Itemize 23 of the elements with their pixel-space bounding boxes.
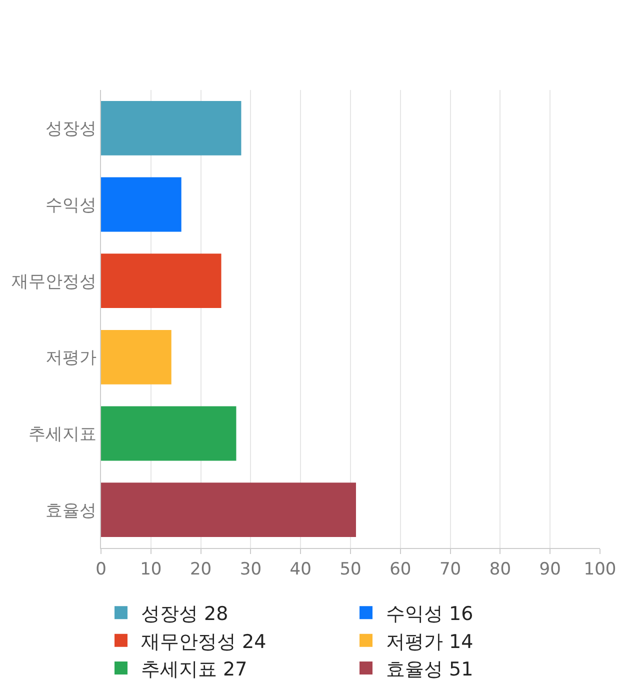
legend-label: 효율성 51 — [386, 658, 474, 680]
x-tick-label: 0 — [96, 559, 106, 580]
y-tick-label: 성장성 — [46, 119, 97, 140]
x-tick-label: 100 — [584, 559, 616, 580]
y-tick-label: 저평가 — [46, 348, 97, 368]
x-tick-label: 70 — [439, 559, 462, 580]
legend-label: 추세지표 27 — [141, 658, 248, 680]
x-tick-label: 80 — [489, 559, 512, 580]
legend-label: 성장성 28 — [141, 603, 228, 626]
y-tick-label: 추세지표 — [28, 424, 97, 444]
legend-label: 저평가 14 — [386, 630, 474, 653]
x-tick-label: 50 — [340, 559, 362, 580]
y-tick-label: 수익성 — [46, 195, 97, 216]
legend-label: 재무안정성 24 — [141, 630, 266, 653]
x-tick-label: 30 — [240, 559, 262, 580]
y-tick-label: 효율성 — [46, 500, 97, 521]
y-tick-label: 재무안정성 — [12, 272, 97, 292]
x-tick-label: 10 — [140, 559, 162, 580]
x-tick-label: 40 — [290, 559, 312, 580]
x-tick-label: 20 — [190, 559, 212, 580]
x-tick-label: 60 — [390, 559, 412, 580]
x-tick-label: 90 — [539, 559, 561, 580]
legend-label: 수익성 16 — [386, 603, 474, 626]
